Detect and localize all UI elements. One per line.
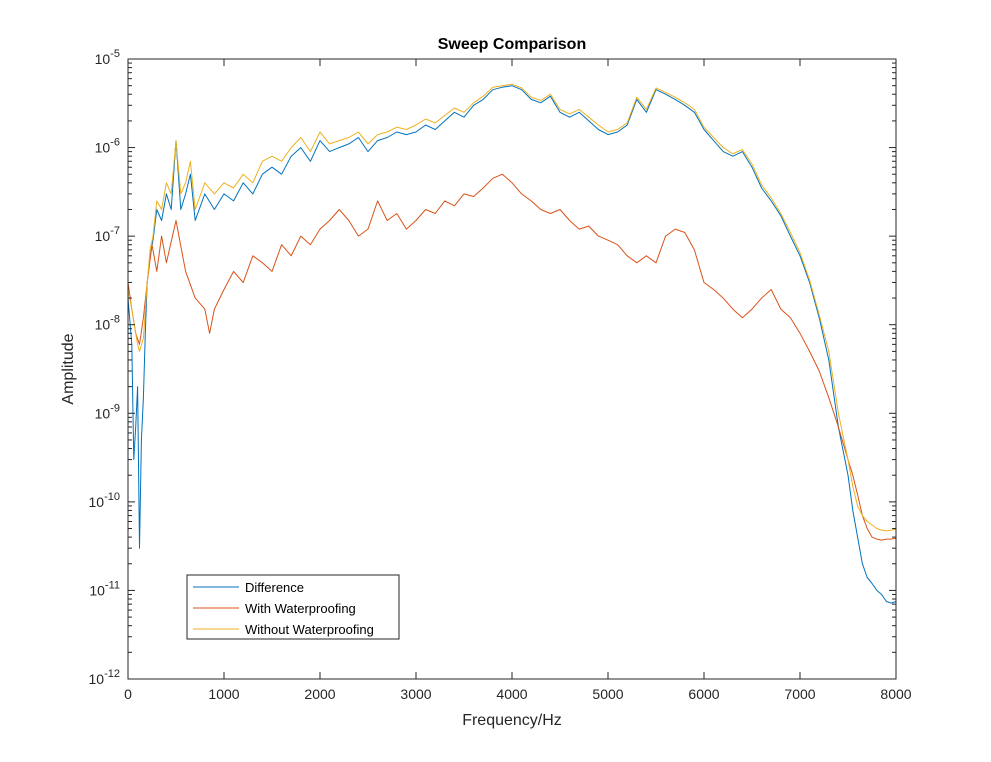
series-layer xyxy=(128,83,896,604)
x-tick-label: 4000 xyxy=(496,686,527,702)
x-tick-label: 1000 xyxy=(208,686,239,702)
chart-title: Sweep Comparison xyxy=(438,36,586,53)
x-tick-label: 8000 xyxy=(880,686,911,702)
legend-box xyxy=(186,574,400,640)
x-tick-label: 5000 xyxy=(592,686,623,702)
y-tick-label: 10-7 xyxy=(95,225,120,244)
y-tick-label: 10-12 xyxy=(89,668,120,687)
legend-entry-label: With Waterproofing xyxy=(245,601,356,616)
series-line-without-waterproofing xyxy=(128,83,896,532)
y-tick-label: 10-10 xyxy=(89,491,120,510)
x-tick-label: 3000 xyxy=(400,686,431,702)
y-tick-label: 10-5 xyxy=(95,48,120,67)
x-tick-label: 6000 xyxy=(688,686,719,702)
series-line-with-waterproofing xyxy=(128,173,896,541)
legend: Difference With Waterproofing Without Wate… xyxy=(186,574,400,640)
x-tick-label: 2000 xyxy=(304,686,335,702)
y-axis-ticks: 10-12 10-11 10-10 10-9 10-8 10-7 10-6 10-5 xyxy=(89,48,896,687)
legend-entry-label: Difference xyxy=(245,580,304,595)
y-tick-label: 10-9 xyxy=(95,402,120,421)
x-tick-label: 0 xyxy=(124,686,132,702)
x-axis-label: Frequency/Hz xyxy=(462,712,562,729)
y-axis-label: Amplitude xyxy=(60,333,77,404)
x-axis-ticks: 0 1000 2000 3000 4000 5000 6000 7000 8000 xyxy=(124,59,912,702)
legend-entry-label: Without Waterproofing xyxy=(245,622,374,637)
x-tick-label: 7000 xyxy=(784,686,815,702)
y-tick-label: 10-8 xyxy=(95,314,120,333)
y-tick-label: 10-11 xyxy=(89,579,120,598)
y-tick-label: 10-6 xyxy=(95,137,120,156)
